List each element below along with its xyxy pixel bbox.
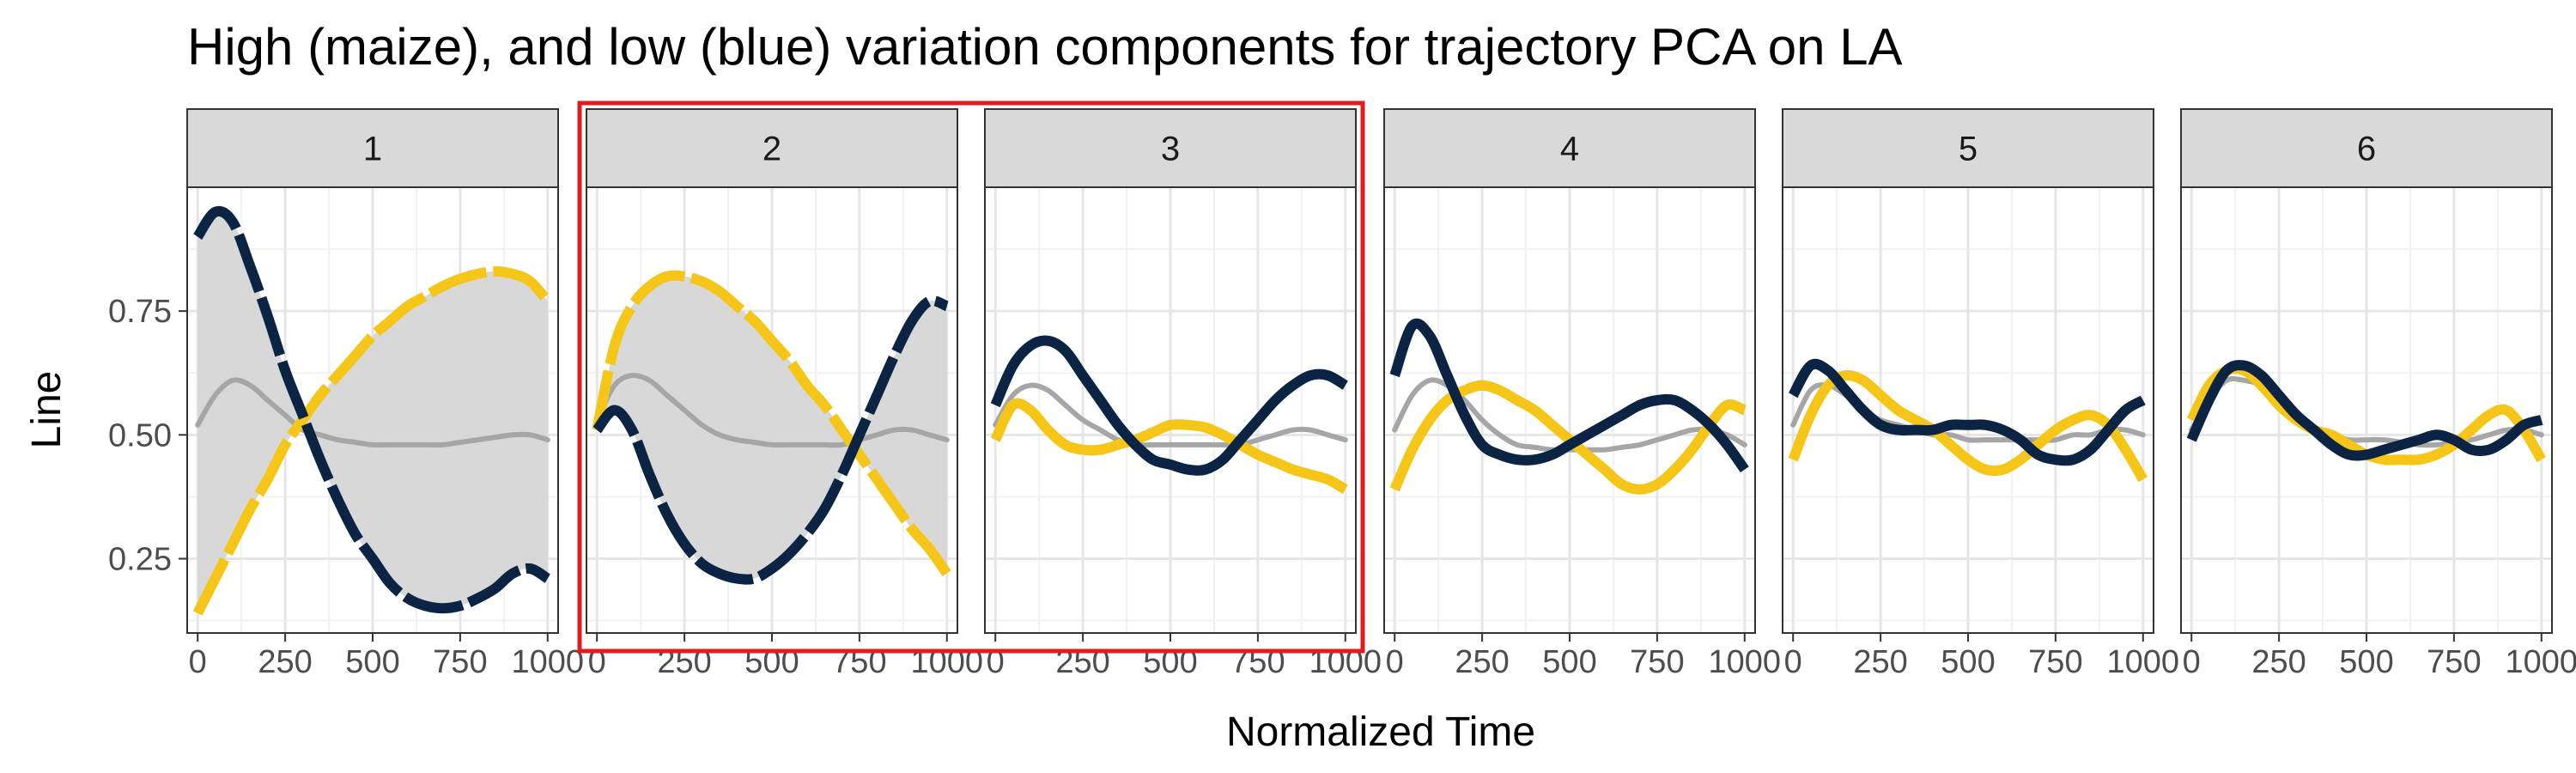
blue-line [1389,318,1749,473]
facet-strip-label: 5 [1959,131,1978,168]
x-tick-label: 750 [2427,644,2481,680]
x-axis-title: Normalized Time [1226,709,1535,755]
blue-line [592,295,950,585]
x-tick-label: 750 [1630,644,1684,680]
x-tick-label: 500 [2339,644,2393,680]
x-tick-label: 1000 [2107,644,2180,680]
facet-strip [1383,108,1756,188]
x-tick-label: 250 [2251,644,2306,680]
x-tick-label: 500 [1542,644,1596,680]
facet-strip [186,108,559,188]
x-tick-label: 500 [1941,644,1995,680]
facet-strip [2180,108,2553,188]
x-tick-label: 750 [2028,644,2082,680]
chart-title: High (maize), and low (blue) variation c… [187,18,1903,76]
highlight-box [577,100,1365,654]
maize-line [1788,369,2148,483]
maize-line [592,270,951,577]
facet-strip [984,108,1357,188]
y-tick-label: 0.25 [108,542,172,578]
x-tick-label: 500 [345,644,399,680]
facet-panel-5: 5 0 250 500 750 1000 [1782,108,2180,680]
variation-ribbon [197,210,548,613]
facet-strip [586,108,958,188]
maize-line [990,398,1348,494]
facet-strip-label: 1 [363,131,382,168]
y-tick-label: 0.75 [108,294,172,330]
y-axis-title: Line [24,371,70,449]
mean-line [993,382,1348,448]
facet-strip-label: 6 [2357,131,2376,168]
blue-line [193,205,551,614]
blue-line [990,335,1348,476]
x-tick-label: 0 [189,644,207,680]
x-tick-label: 1000 [1709,644,1782,680]
x-tick-label: 0 [1784,644,1802,680]
facet-strip-label: 3 [1161,131,1180,168]
facet-strip-label: 4 [1560,131,1579,168]
facet-panel-1: 1 0 250 500 750 1000 [186,108,585,680]
y-axis: 0.25 0.50 0.75 [108,294,187,578]
facet-panel-6: 6 0 250 500 750 1000 [2180,108,2576,680]
mean-line [2189,375,2544,448]
facet-panel-3: 30 250 500 750 1000 [984,108,1382,680]
facet-panel-4: 4 0 250 500 750 1000 [1383,108,1782,680]
x-tick-label: 250 [258,644,312,680]
blue-line [2186,360,2543,461]
mean-line [195,377,550,448]
x-tick-label: 0 [1386,644,1404,680]
x-tick-label: 0 [2183,644,2201,680]
variation-ribbon [597,275,947,580]
x-tick-label: 1000 [512,644,585,680]
x-tick-label: 250 [1455,644,1509,680]
x-tick-label: 250 [1853,644,1907,680]
facet-strip-label: 2 [762,131,781,168]
facet-strip [1782,108,2154,188]
facet-panel-2: 20 250 500 750 1000 [586,108,983,680]
maize-line [192,265,552,616]
highlight-rect [577,100,1365,654]
x-tick-label: 1000 [2506,644,2576,680]
blue-line [1788,358,2146,466]
x-tick-label: 750 [433,644,487,680]
mean-line [594,372,950,448]
y-tick-label: 0.50 [108,417,172,453]
